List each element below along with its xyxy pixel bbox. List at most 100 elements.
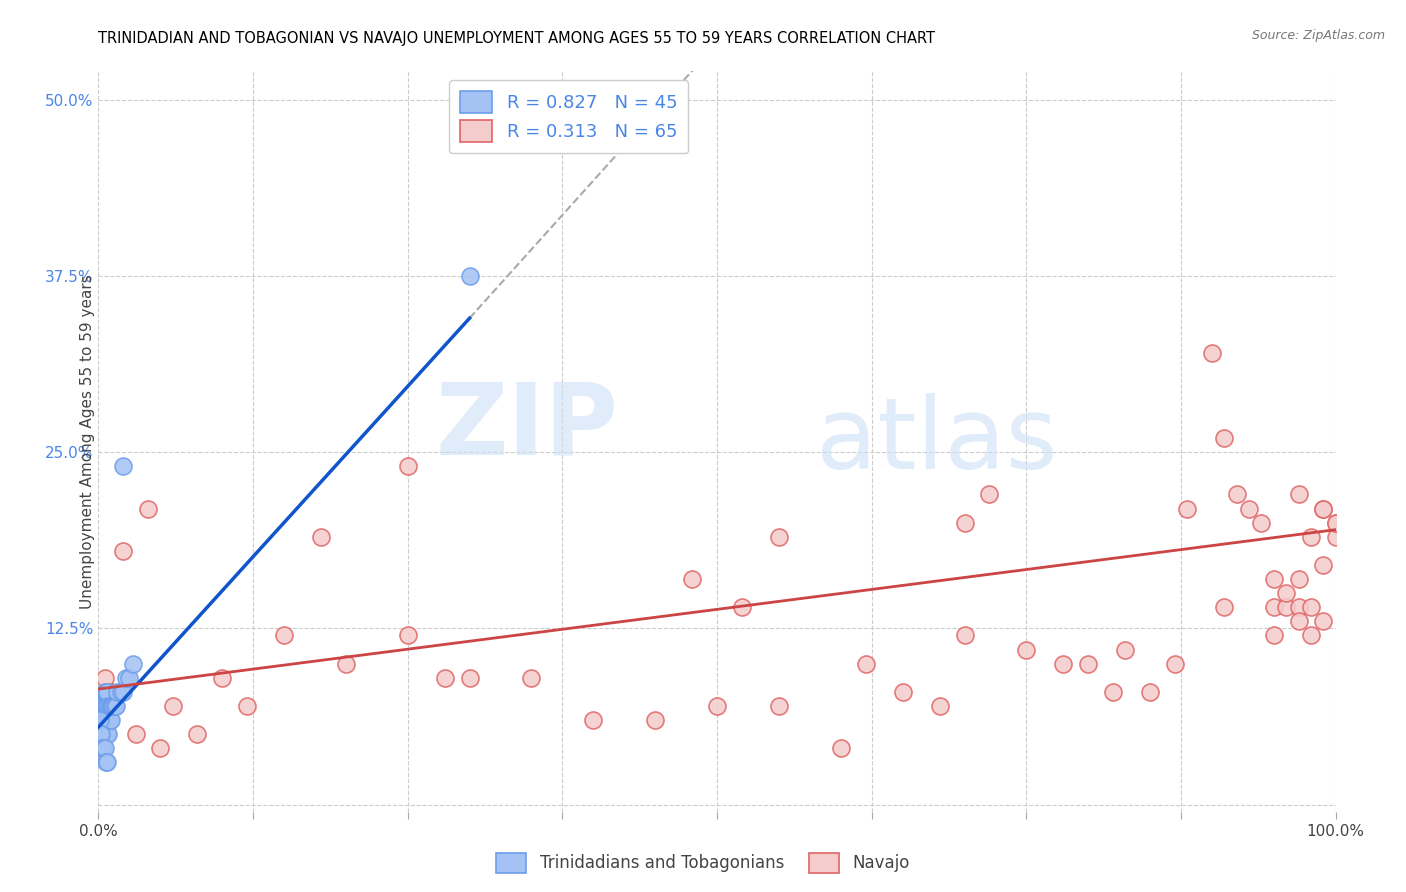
Point [644, 713, 666, 727]
Point [93, 698, 115, 713]
Point [112, 544, 135, 558]
Point [1312, 501, 1334, 516]
Point [89, 713, 111, 727]
Point [1139, 685, 1161, 699]
Point [433, 671, 456, 685]
Point [953, 628, 976, 642]
Point [309, 530, 332, 544]
Point [100, 713, 122, 727]
Point [1015, 642, 1038, 657]
Point [1213, 600, 1236, 615]
Point [1250, 516, 1272, 530]
Point [98, 713, 121, 727]
Point [1299, 530, 1322, 544]
Point [96, 727, 118, 741]
Point [458, 268, 481, 283]
Point [768, 698, 790, 713]
Point [112, 459, 135, 474]
Legend: R = 0.827   N = 45, R = 0.313   N = 65: R = 0.827 N = 45, R = 0.313 N = 65 [449, 80, 688, 153]
Point [94, 713, 117, 727]
Point [94, 685, 117, 699]
Point [104, 698, 127, 713]
Point [93, 698, 115, 713]
Point [1226, 487, 1249, 501]
Point [98, 698, 121, 713]
Point [236, 698, 259, 713]
Point [582, 713, 605, 727]
Point [186, 727, 208, 741]
Point [1288, 600, 1310, 615]
Point [1263, 600, 1285, 615]
Point [1164, 657, 1187, 671]
Point [94, 698, 117, 713]
Point [105, 685, 128, 699]
Point [211, 671, 233, 685]
Point [458, 671, 481, 685]
Text: atlas: atlas [815, 393, 1057, 490]
Point [124, 727, 146, 741]
Point [149, 741, 172, 756]
Point [100, 685, 122, 699]
Point [91, 727, 114, 741]
Point [93, 713, 115, 727]
Point [1288, 572, 1310, 586]
Point [855, 657, 877, 671]
Point [1312, 615, 1334, 629]
Point [681, 572, 703, 586]
Point [114, 671, 136, 685]
Point [122, 657, 145, 671]
Point [1114, 642, 1136, 657]
Legend: Trinidadians and Tobagonians, Navajo: Trinidadians and Tobagonians, Navajo [489, 847, 917, 880]
Point [93, 713, 115, 727]
Point [1288, 487, 1310, 501]
Point [97, 713, 120, 727]
Point [1312, 558, 1334, 572]
Point [1102, 685, 1125, 699]
Point [1324, 530, 1347, 544]
Point [136, 501, 159, 516]
Point [731, 600, 754, 615]
Point [979, 487, 1001, 501]
Text: TRINIDADIAN AND TOBAGONIAN VS NAVAJO UNEMPLOYMENT AMONG AGES 55 TO 59 YEARS CORR: TRINIDADIAN AND TOBAGONIAN VS NAVAJO UNE… [98, 31, 935, 46]
Point [90, 727, 112, 741]
Point [1299, 628, 1322, 642]
Point [396, 459, 419, 474]
Point [90, 698, 112, 713]
Point [162, 698, 184, 713]
Point [112, 685, 135, 699]
Point [93, 685, 115, 699]
Point [335, 657, 357, 671]
Point [94, 756, 117, 770]
Point [90, 713, 112, 727]
Point [1175, 501, 1198, 516]
Point [1213, 431, 1236, 445]
Point [103, 698, 125, 713]
Point [96, 756, 118, 770]
Point [768, 530, 790, 544]
Point [91, 698, 114, 713]
Point [273, 628, 295, 642]
Point [1312, 501, 1334, 516]
Point [101, 698, 124, 713]
Point [1275, 586, 1298, 600]
Point [1324, 516, 1347, 530]
Point [1077, 657, 1099, 671]
Point [891, 685, 914, 699]
Point [93, 671, 115, 685]
Point [1052, 657, 1074, 671]
Point [1324, 516, 1347, 530]
Point [520, 671, 543, 685]
Point [928, 698, 950, 713]
Text: Source: ZipAtlas.com: Source: ZipAtlas.com [1251, 29, 1385, 42]
Point [706, 698, 728, 713]
Point [97, 727, 120, 741]
Point [91, 741, 114, 756]
Point [118, 671, 141, 685]
Y-axis label: Unemployment Among Ages 55 to 59 years: Unemployment Among Ages 55 to 59 years [80, 274, 94, 609]
Point [830, 741, 852, 756]
Point [100, 698, 122, 713]
Point [93, 741, 115, 756]
Point [93, 727, 115, 741]
Point [1275, 600, 1298, 615]
Point [1263, 628, 1285, 642]
